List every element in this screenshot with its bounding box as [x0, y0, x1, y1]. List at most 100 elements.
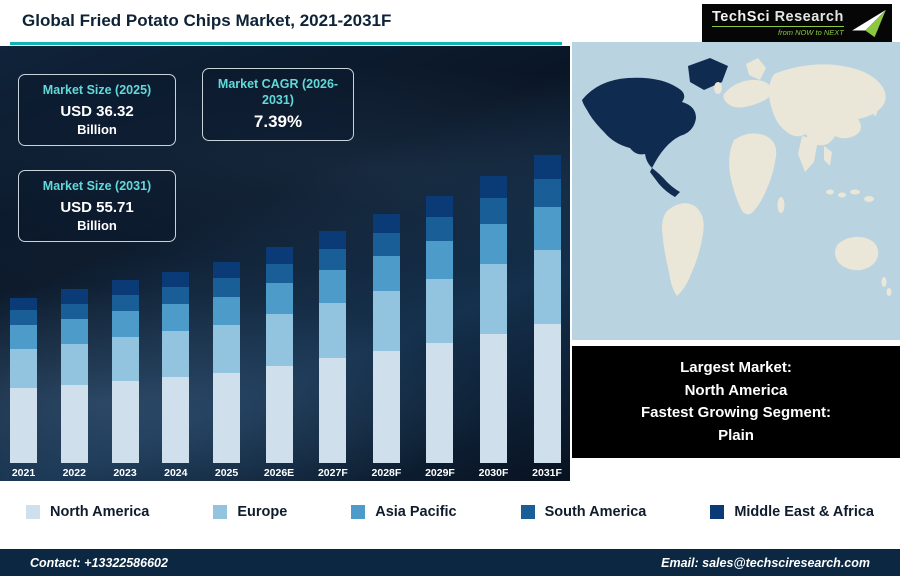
bar-segment-south-america	[111, 294, 139, 312]
bar-segment-europe	[533, 250, 561, 325]
bar-segment-asia-pacific	[480, 223, 507, 265]
bar-column: 2022	[60, 289, 88, 479]
bar-category-label: 2024	[164, 467, 188, 479]
region-southeast-asia	[824, 146, 832, 166]
legend-swatch	[351, 505, 366, 519]
bar-category-label: 2031F	[532, 467, 562, 479]
bar-category-label: 2022	[62, 467, 86, 479]
continent-europe	[723, 79, 772, 108]
legend-item: South America	[520, 504, 647, 520]
info-box-label: Market Size (2031)	[42, 179, 152, 193]
info-box-market-size-2031: Market Size (2031) USD 55.71 Billion	[18, 170, 176, 242]
bar-segment-middle-east-africa	[60, 289, 88, 304]
bar-segment-europe	[162, 330, 190, 377]
bar-segment-south-america	[60, 303, 88, 320]
continent-asia	[768, 64, 886, 146]
logo-text: TechSci Research from NOW to NEXT	[712, 9, 844, 37]
bar-segment-north-america	[213, 372, 241, 463]
bar-segment-asia-pacific	[319, 269, 347, 303]
bar-segment-asia-pacific	[533, 206, 561, 251]
bar-segment-middle-east-africa	[319, 231, 347, 249]
bar-stack	[372, 213, 400, 463]
bar-segment-asia-pacific	[265, 283, 293, 314]
bar-segment-middle-east-africa	[162, 271, 190, 288]
legend-item: North America	[26, 504, 149, 520]
bar-segment-north-america	[426, 342, 454, 463]
bar-category-label: 2030F	[478, 467, 509, 479]
bar-category-label: 2026E	[263, 467, 295, 479]
bar-stack	[162, 271, 190, 463]
bar-column: 2023	[111, 280, 139, 479]
bar-segment-south-america	[480, 197, 507, 224]
continent-australia	[835, 236, 879, 271]
note-line-largest-market-label: Largest Market:	[680, 359, 792, 376]
market-note-box: Largest Market: North America Fastest Gr…	[572, 346, 900, 458]
bar-segment-south-america	[10, 310, 37, 326]
note-line-fastest-segment-value: Plain	[718, 426, 754, 444]
note-line-largest-market-value: North America	[684, 381, 788, 399]
bar-segment-south-america	[533, 179, 561, 207]
bar-column: 2028F	[371, 213, 402, 479]
island-indonesia-1	[826, 189, 834, 195]
bar-segment-north-america	[319, 358, 347, 463]
island-indonesia-3	[850, 189, 860, 195]
note-line-fastest-segment-label: Fastest Growing Segment:	[640, 404, 832, 421]
bar-stack	[533, 154, 561, 463]
bar-column: 2029F	[425, 195, 455, 479]
legend-label: Middle East & Africa	[734, 504, 874, 520]
title-underline	[10, 42, 562, 45]
info-box-market-size-2025: Market Size (2025) USD 36.32 Billion	[18, 74, 176, 146]
bar-segment-europe	[213, 324, 241, 373]
island-madagascar	[777, 197, 785, 213]
legend-item: Middle East & Africa	[710, 504, 874, 520]
bar-segment-europe	[111, 336, 139, 381]
bar-segment-south-america	[426, 217, 454, 242]
bar-segment-asia-pacific	[426, 241, 454, 279]
bar-column: 2027F	[318, 231, 348, 479]
paper-plane-icon	[851, 9, 886, 38]
bar-stack	[10, 297, 37, 463]
bar-column: 2024	[162, 271, 190, 479]
bar-segment-europe	[60, 343, 88, 385]
info-box-value: 7.39%	[253, 112, 303, 132]
region-india	[798, 136, 818, 172]
bar-category-label: 2025	[214, 467, 239, 479]
bar-stack	[265, 247, 293, 463]
info-box-label: Market Size (2025)	[42, 83, 152, 97]
world-map-svg	[572, 42, 900, 340]
page-title: Global Fried Potato Chips Market, 2021-2…	[22, 11, 392, 30]
footer: Contact: +13322586602 Email: sales@techs…	[0, 547, 900, 576]
info-box-value: USD 36.32	[60, 102, 134, 120]
legend-swatch	[520, 505, 535, 519]
bar-category-label: 2028F	[371, 467, 402, 479]
legend-swatch	[710, 505, 725, 519]
logo-brand-part1: TechSci	[712, 9, 771, 25]
techsci-logo: TechSci Research from NOW to NEXT	[702, 4, 892, 42]
bar-column: 2031F	[532, 154, 562, 479]
continents-other	[662, 58, 892, 296]
bar-segment-middle-east-africa	[372, 213, 400, 234]
bar-segment-europe	[480, 264, 507, 334]
bar-segment-north-america	[10, 388, 37, 463]
bar-segment-south-america	[372, 233, 400, 257]
bar-column: 2026E	[264, 247, 294, 479]
island-japan	[872, 100, 878, 116]
legend-item: Europe	[213, 504, 287, 520]
legend-label: South America	[544, 504, 647, 520]
bar-stack	[426, 195, 454, 463]
legend-item: Asia Pacific	[351, 504, 457, 520]
continent-south-america	[662, 203, 704, 296]
continent-north-america	[582, 58, 728, 197]
bar-stack	[480, 175, 507, 463]
info-box-unit: Billion	[77, 121, 117, 137]
bar-segment-middle-east-africa	[10, 297, 37, 311]
bar-segment-asia-pacific	[10, 325, 37, 349]
bar-segment-middle-east-africa	[533, 154, 561, 180]
bar-stack	[213, 262, 241, 463]
bar-segment-north-america	[111, 380, 139, 463]
bars: 2021 2022 2023 2024 2025 2026E 2027F 2028F 2029F…	[10, 49, 562, 479]
logo-tagline: from NOW to NEXT	[712, 26, 844, 37]
region-british-isles	[714, 82, 722, 94]
bar-category-label: 2029F	[425, 467, 455, 479]
